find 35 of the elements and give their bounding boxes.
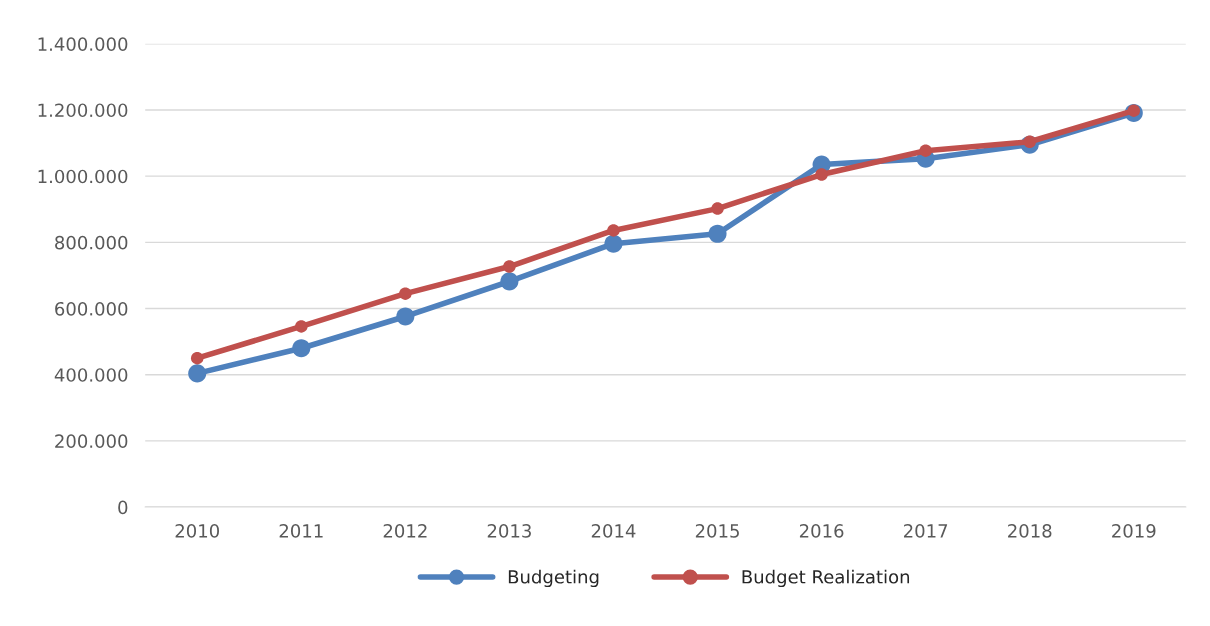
legend-label: Budget Realization <box>742 569 910 588</box>
point <box>500 272 519 291</box>
point <box>604 234 623 253</box>
x-tick-label: 2015 <box>695 524 739 538</box>
y-tick-label: 1.400.000 <box>38 37 128 51</box>
point <box>295 320 308 333</box>
y-tick-label: 0 <box>118 500 128 515</box>
point <box>190 351 204 365</box>
point <box>708 224 727 243</box>
x-tick-label: 2018 <box>1008 524 1052 538</box>
x-tick-label: 2011 <box>279 524 323 538</box>
point <box>399 287 412 300</box>
point <box>607 224 620 237</box>
y-tick-label: 600.000 <box>55 301 128 316</box>
x-tick-label: 2012 <box>383 524 427 538</box>
y-tick-label: 1.000.000 <box>38 169 128 184</box>
y-tick-label: 1.200.000 <box>38 103 128 118</box>
y-tick-label: 400.000 <box>54 368 128 382</box>
point <box>1127 104 1141 117</box>
point <box>188 364 207 383</box>
x-tick-label: 2016 <box>799 524 844 538</box>
point <box>503 260 516 273</box>
point <box>815 168 828 181</box>
y-tick-label: 200.000 <box>55 434 128 448</box>
legend-label: Budgeting <box>508 569 599 588</box>
x-tick-label: 2010 <box>175 524 220 538</box>
point <box>919 144 932 157</box>
point <box>711 202 724 215</box>
y-tick-label: 800.000 <box>55 235 128 250</box>
x-tick-label: 2014 <box>591 524 636 538</box>
point <box>292 339 311 358</box>
x-tick-label: 2019 <box>1112 524 1156 538</box>
x-tick-label: 2017 <box>904 524 948 538</box>
x-tick-label: 2013 <box>487 524 531 538</box>
point <box>396 307 415 326</box>
